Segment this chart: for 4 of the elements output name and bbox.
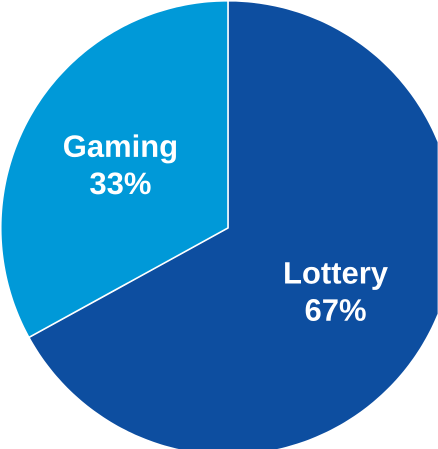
- slice-label: Gaming: [64, 134, 176, 164]
- slice-label: Lottery: [285, 262, 388, 290]
- data-label: 33%: [90, 172, 151, 194]
- data-label: 67%: [306, 299, 366, 321]
